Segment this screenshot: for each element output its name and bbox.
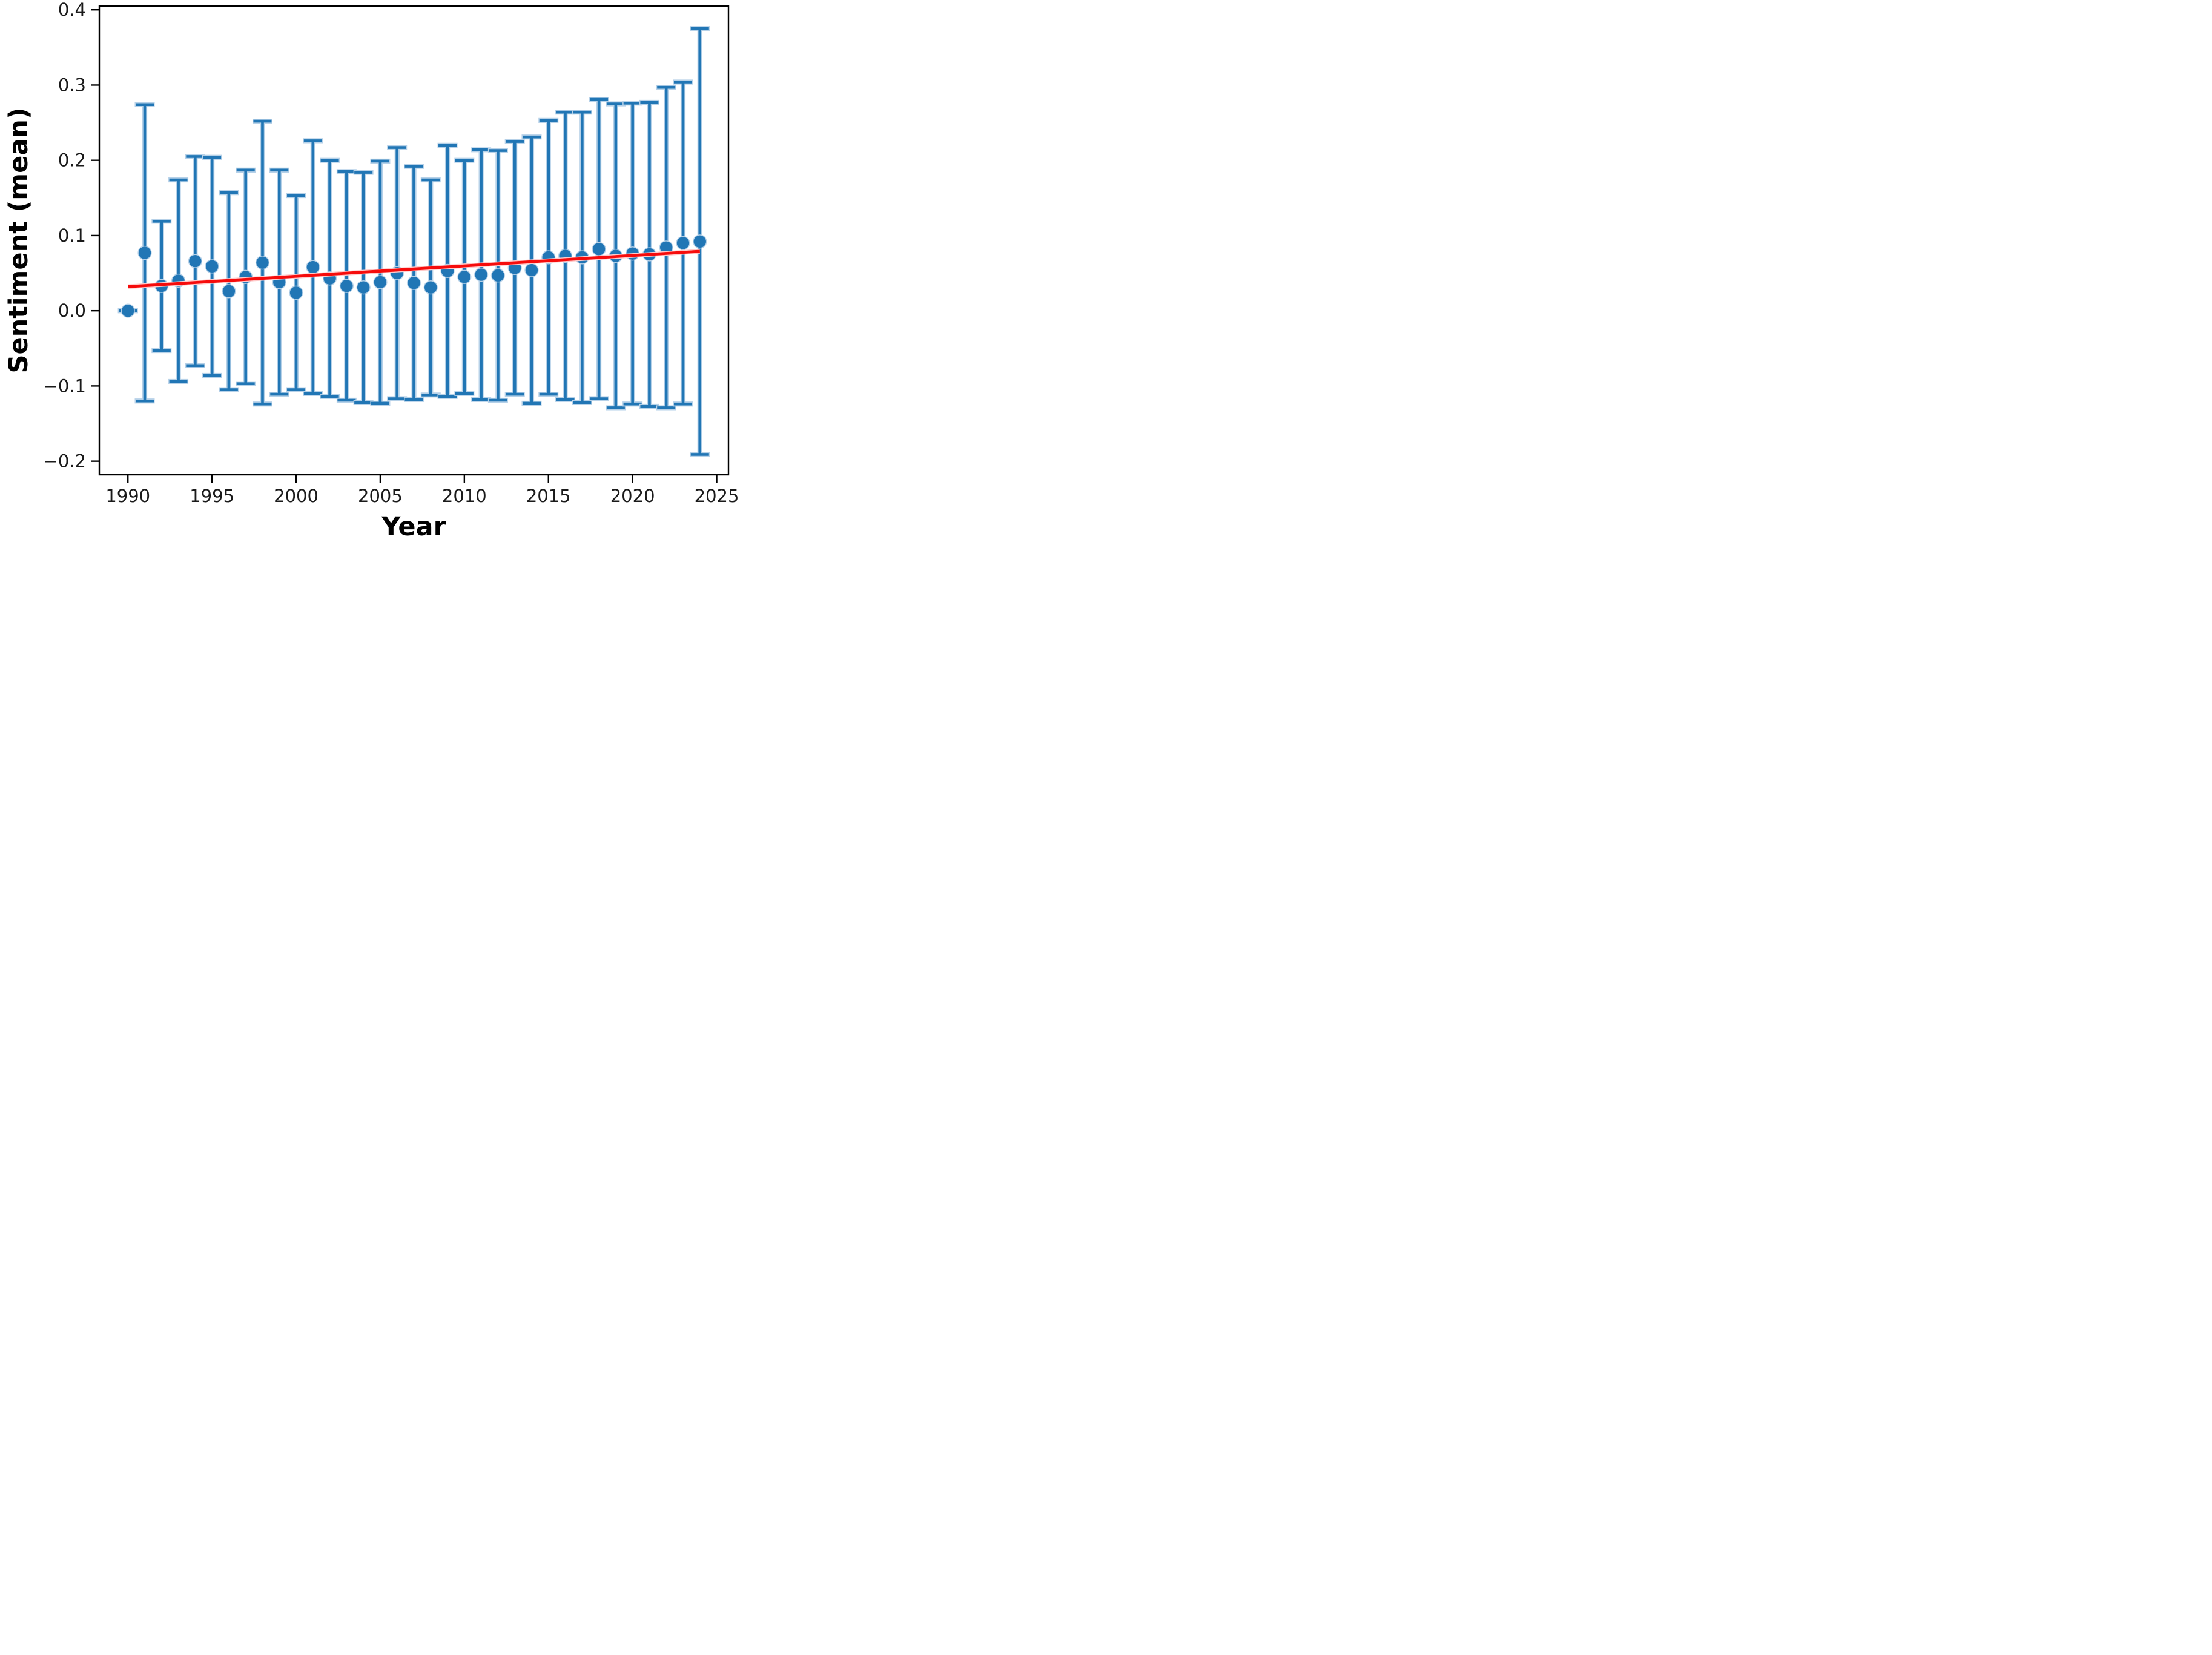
y-tick-label: 0.1 — [58, 225, 86, 246]
data-point-marker — [592, 243, 606, 256]
data-point-marker — [222, 285, 236, 298]
y-axis-label: Sentiment (mean) — [4, 107, 34, 374]
plot-border — [98, 5, 730, 476]
trend-line — [128, 249, 700, 288]
y-tick-label: −0.1 — [44, 375, 86, 396]
data-point-marker — [525, 263, 538, 277]
data-point-marker — [205, 260, 219, 273]
data-point-marker — [475, 268, 487, 281]
x-tick-label: 1995 — [190, 486, 234, 506]
data-point-marker — [408, 276, 420, 289]
x-tick-label: 2025 — [695, 486, 738, 506]
data-point-marker — [492, 269, 504, 282]
data-point-marker — [676, 237, 690, 249]
data-point-marker — [289, 286, 303, 299]
data-point-marker — [306, 260, 320, 274]
x-tick-label: 2005 — [358, 486, 403, 506]
x-tick-label: 1990 — [105, 486, 150, 506]
data-point-marker — [424, 281, 437, 294]
x-tick-label: 2020 — [610, 486, 655, 506]
data-point-marker — [458, 271, 471, 283]
data-point-marker — [693, 235, 706, 248]
x-tick-label: 2015 — [526, 486, 571, 506]
y-tick-label: 0.3 — [58, 74, 86, 95]
data-point-marker — [357, 281, 370, 294]
y-tick-label: −0.2 — [44, 451, 86, 472]
x-axis-label: Year — [381, 512, 446, 542]
x-tick-label: 2000 — [274, 486, 319, 506]
y-tick-label: 0.2 — [58, 150, 86, 171]
data-point-marker — [660, 241, 673, 254]
data-point-marker — [340, 279, 353, 292]
figure: 1990 1995 2000 2005 2010 2015 2020 2025 0.4 0.3 0.… — [0, 0, 738, 552]
y-tick-label: 0.4 — [58, 0, 86, 20]
x-tick-label: 2010 — [442, 486, 487, 506]
data-point-marker — [256, 256, 269, 269]
data-point-marker — [122, 304, 134, 317]
y-tick-label: 0.0 — [58, 300, 86, 321]
data-point-marker — [138, 246, 151, 259]
figure-background — [0, 0, 738, 552]
data-point-marker — [189, 254, 202, 268]
data-point-marker — [374, 276, 387, 289]
sentiment-chart: 1990 1995 2000 2005 2010 2015 2020 2025 0.4 0.3 0.… — [0, 0, 738, 552]
